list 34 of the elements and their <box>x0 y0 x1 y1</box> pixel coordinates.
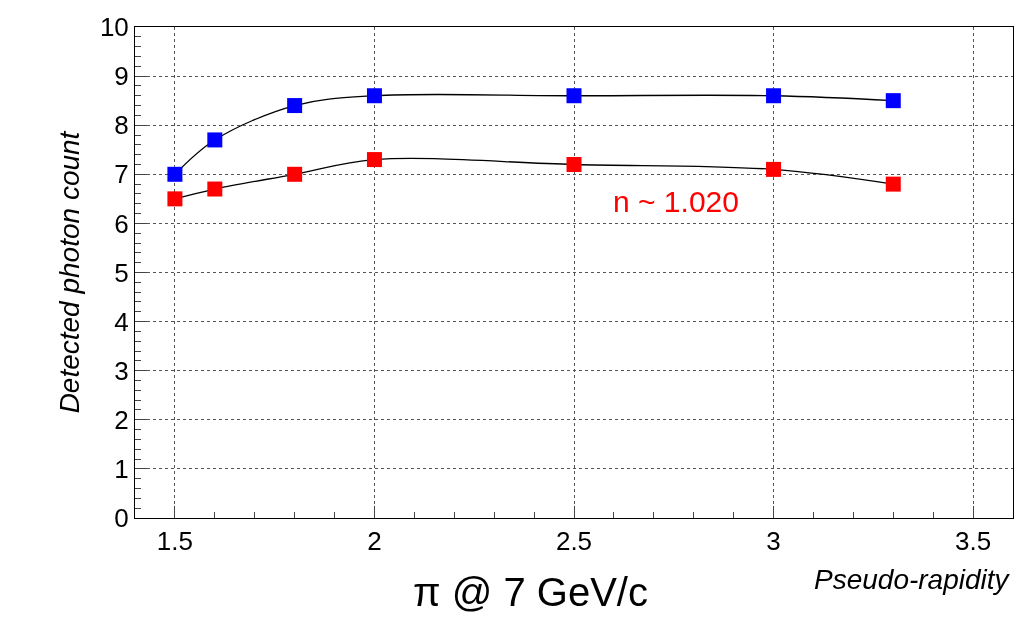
point <box>366 152 382 168</box>
y-tick-label: 1 <box>114 454 129 484</box>
x-tick-label: 2 <box>367 526 382 557</box>
annotation: n ~ 1.020 <box>613 185 739 218</box>
point <box>766 161 782 177</box>
x-tick-label: 2.5 <box>555 526 593 557</box>
x-tick-label: 3 <box>766 526 781 557</box>
point <box>885 176 901 192</box>
point <box>207 132 223 148</box>
y-axis-title: Detected photon count <box>53 130 85 414</box>
x-tick-label: 1.5 <box>156 526 193 557</box>
x-tick-label: 3.5 <box>955 526 992 557</box>
y-tick-label: 5 <box>114 257 129 288</box>
point <box>766 88 782 104</box>
point <box>885 93 901 109</box>
point <box>167 191 183 207</box>
text: π @ 7 GeV/c <box>413 570 648 614</box>
y-tick-label: 10 <box>99 12 129 43</box>
y-tick-label: 6 <box>114 208 129 239</box>
y-tick-label: 3 <box>114 355 129 386</box>
x-axis-title: Pseudo-rapidity <box>814 564 1011 595</box>
y-tick-label: 0 <box>114 503 129 534</box>
point <box>167 166 183 182</box>
point <box>566 88 582 104</box>
y-tick-label: 7 <box>114 159 129 190</box>
y-tick-label: 4 <box>114 306 129 337</box>
y-tick-label: 8 <box>114 110 129 141</box>
point <box>366 88 382 104</box>
point <box>207 181 223 197</box>
point <box>287 166 303 182</box>
y-tick-label: 9 <box>114 61 129 92</box>
y-tick-label: 2 <box>114 404 129 435</box>
point <box>287 98 303 114</box>
point <box>566 156 582 172</box>
